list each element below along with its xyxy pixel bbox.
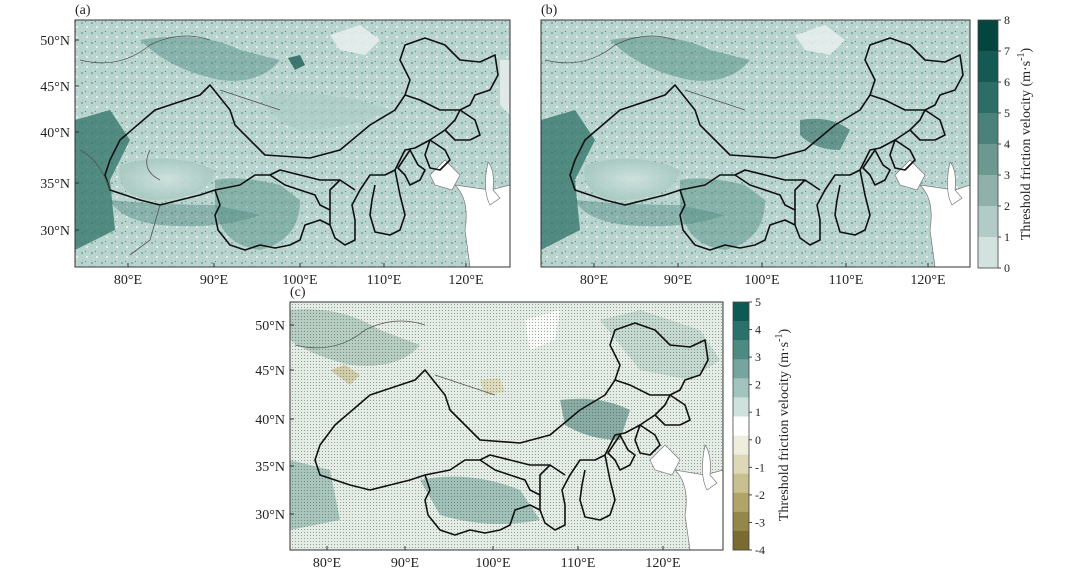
- lon-label-b-90: 90°E: [664, 273, 692, 288]
- colorbar-bottom-tick-label: 0: [755, 433, 761, 447]
- colorbar-bottom-swatch: [733, 321, 749, 341]
- colorbar-bottom-frame: [732, 301, 750, 551]
- lat-label-a-30: 30°N: [40, 224, 70, 239]
- colorbar-bottom-tick-label: 2: [755, 378, 761, 392]
- panel-a: [74, 19, 511, 268]
- colorbar-bottom-swatch: [733, 435, 749, 455]
- map-a-frame: [74, 19, 511, 268]
- colorbar-top: 8 7 6 5 4 3 2 1 0: [977, 13, 1010, 275]
- lon-label-a-110: 110°E: [367, 273, 402, 288]
- colorbar-bottom-tick-label: 1: [755, 405, 761, 419]
- lat-label-c-50: 50°N: [255, 319, 285, 334]
- lat-label-c-45: 45°N: [255, 364, 285, 379]
- colorbar-top-tick-label: 8: [1004, 13, 1010, 27]
- lon-label-b-100: 100°E: [744, 273, 779, 288]
- tick-marks: [75, 39, 929, 550]
- colorbar-top-swatch: [978, 20, 998, 52]
- colorbar-top-swatch: [978, 237, 998, 269]
- colorbar-bottom-tick-label: -2: [755, 488, 765, 502]
- colorbar-top-tick-label: 0: [1004, 261, 1010, 275]
- lon-label-c-110: 110°E: [561, 556, 596, 571]
- lat-label-a-45: 45°N: [40, 80, 70, 95]
- colorbar-top-tick-label: 5: [1004, 106, 1010, 120]
- colorbar-top-tick-label: 1: [1004, 230, 1010, 244]
- lon-label-c-90: 90°E: [391, 556, 419, 571]
- colorbar-bottom-swatch: [733, 511, 749, 532]
- map-b-frame: [540, 19, 971, 268]
- colorbar-bottom-swatch: [733, 302, 749, 322]
- lon-label-b-120: 120°E: [910, 273, 945, 288]
- colorbar-bottom-tick-label: 5: [755, 295, 761, 309]
- panel-label-b: (b): [541, 3, 558, 18]
- colorbar-bottom-tick-label: -1: [755, 460, 765, 474]
- lon-label-b-80: 80°E: [580, 273, 608, 288]
- colorbar-top-tick-label: 3: [1004, 168, 1010, 182]
- colorbar-bottom-swatch: [733, 359, 749, 379]
- lat-label-c-40: 40°N: [255, 413, 285, 428]
- colorbar-bottom-swatch: [733, 530, 749, 551]
- colorbar-bottom-swatch: [733, 473, 749, 494]
- lon-label-a-80: 80°E: [114, 273, 142, 288]
- colorbar-top-tick-label: 7: [1004, 44, 1010, 58]
- colorbar-top-tick-label: 4: [1004, 137, 1010, 151]
- colorbar-top-title: Threshold friction velocity (m·s-1): [1016, 48, 1034, 241]
- colorbar-bottom-swatch: [733, 492, 749, 513]
- colorbar-top-swatch: [978, 82, 998, 114]
- lon-label-b-110: 110°E: [829, 273, 864, 288]
- colorbar-bottom-swatch: [733, 454, 749, 474]
- lat-label-c-35: 35°N: [255, 460, 285, 475]
- colorbar-bottom-swatch: [733, 416, 749, 436]
- lon-label-a-120: 120°E: [448, 273, 483, 288]
- colorbar-top-tick-label: 6: [1004, 75, 1010, 89]
- colorbar-bottom-tick-label: 4: [755, 323, 761, 337]
- map-c-frame: [289, 301, 724, 551]
- panel-label-a: (a): [75, 3, 91, 18]
- colorbar-top-tick-label: 2: [1004, 199, 1010, 213]
- colorbar-bottom-tick-label: -4: [755, 543, 765, 557]
- significance-stipple: [290, 302, 723, 550]
- colorbar-bottom-swatch: [733, 378, 749, 398]
- colorbar-top-swatch: [978, 144, 998, 176]
- colorbar-top-swatch: [978, 51, 998, 83]
- colorbar-bottom-swatch: [733, 340, 749, 360]
- colorbar-top-swatch: [978, 206, 998, 238]
- panel-b: [540, 19, 971, 268]
- lon-label-a-90: 90°E: [200, 273, 228, 288]
- colorbar-top-swatch: [978, 113, 998, 145]
- lon-label-c-100: 100°E: [475, 556, 510, 571]
- colorbar-bottom-tick-label: -3: [755, 515, 765, 529]
- lon-label-a-100: 100°E: [282, 273, 317, 288]
- colorbar-bottom-tick-label: 3: [755, 350, 761, 364]
- lat-label-a-50: 50°N: [40, 34, 70, 49]
- colorbar-bottom-title: Threshold friction velocity (m·s-1): [774, 329, 792, 522]
- colorbar-bottom-swatch: [733, 397, 749, 417]
- lon-label-c-80: 80°E: [313, 556, 341, 571]
- colorbar-top-swatch: [978, 175, 998, 207]
- lat-label-a-35: 35°N: [40, 177, 70, 192]
- lon-label-c-120: 120°E: [645, 556, 680, 571]
- panel-c: [289, 301, 724, 551]
- lat-label-c-30: 30°N: [255, 508, 285, 523]
- panel-label-c: (c): [290, 285, 306, 300]
- lat-label-a-40: 40°N: [40, 126, 70, 141]
- colorbar-bottom: 5 4 3 2 1 0 -1 -2 -3 -4: [732, 295, 765, 557]
